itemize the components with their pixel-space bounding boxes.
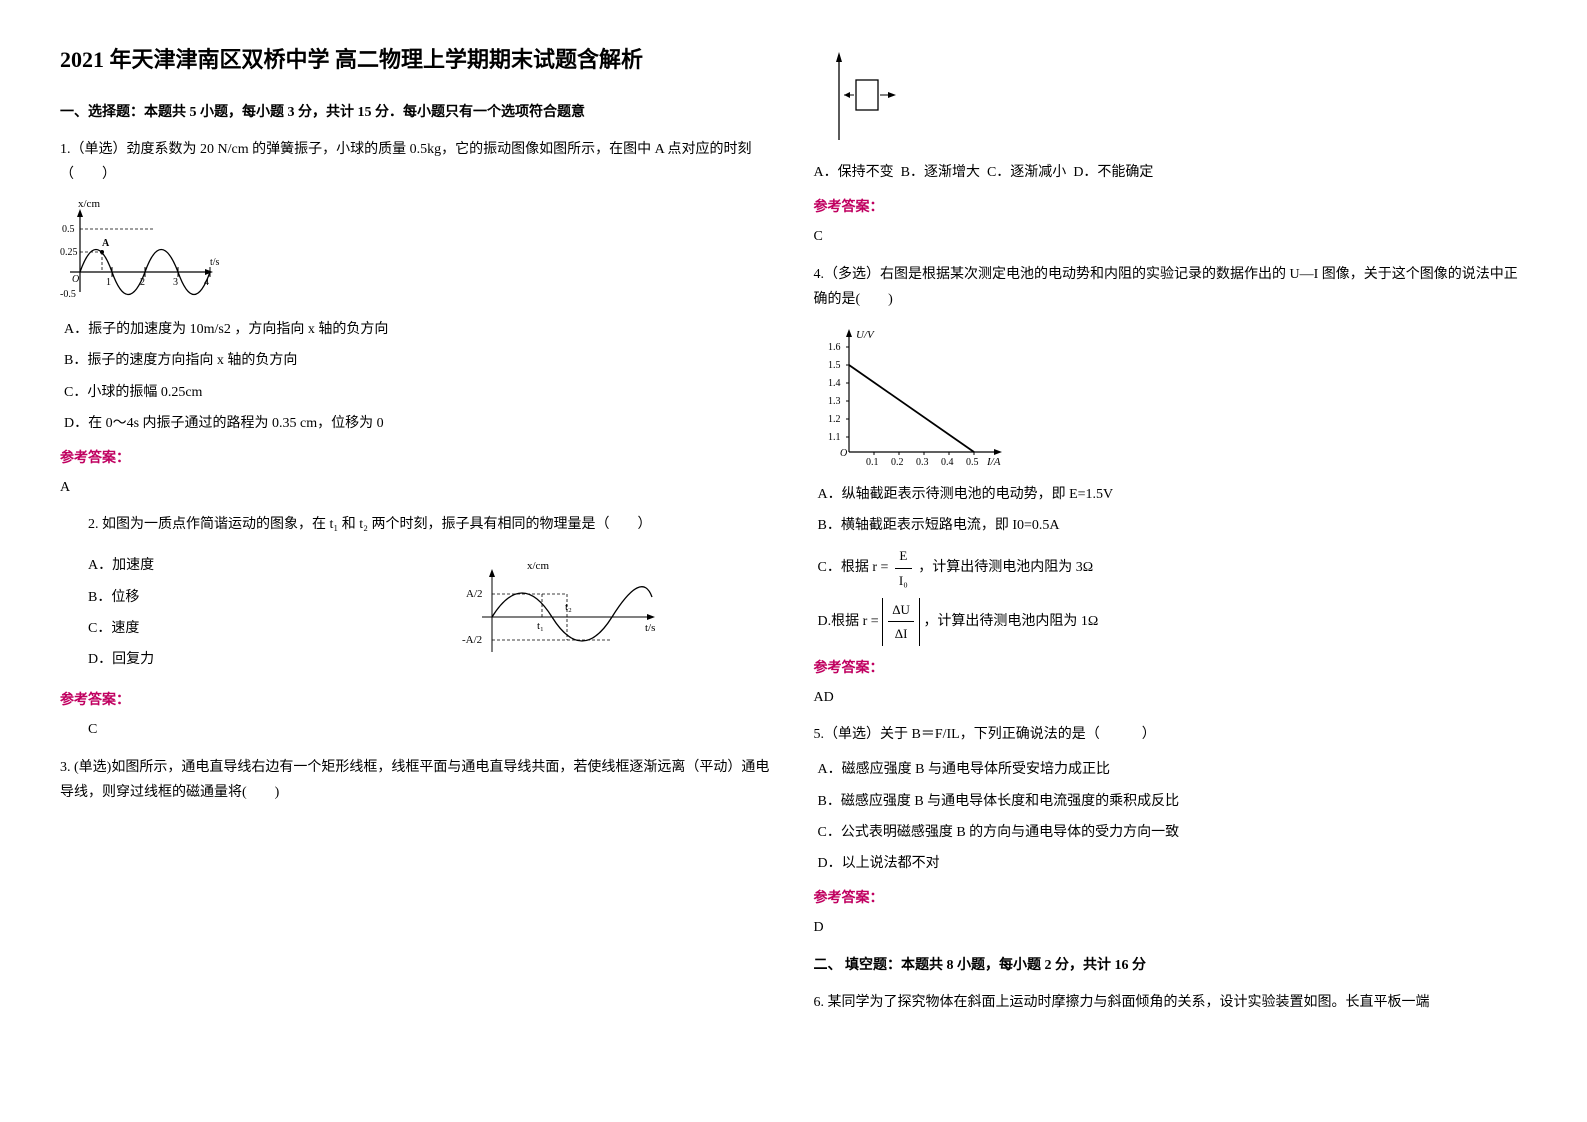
- q4-optA: A．纵轴截距表示待测电池的电动势，即 E=1.5V: [818, 482, 1528, 507]
- svg-text:0.5: 0.5: [966, 457, 979, 468]
- q4-optD: D.根据 r = ΔU ΔI ，计算出待测电池内阻为 1Ω: [818, 598, 1528, 646]
- q5-optB: B．磁感应强度 B 与通电导体长度和电流强度的乘积成反比: [818, 789, 1528, 814]
- svg-text:-A/2: -A/2: [462, 634, 482, 646]
- q4-optC-suffix: ，计算出待测电池内阻为 3Ω: [918, 560, 1093, 575]
- svg-text:0.2: 0.2: [891, 457, 904, 468]
- q2-chart: x/cm A/2 -A/2 t₁ t₂ t/s: [452, 557, 773, 667]
- q4-optC-prefix: C．根据: [818, 560, 869, 575]
- svg-text:1.2: 1.2: [828, 414, 841, 425]
- q1-chart: x/cm 0.5 0.25 O -0.5 1 2 3 4 A t/s: [60, 197, 774, 307]
- svg-text:A/2: A/2: [466, 588, 483, 600]
- svg-text:t/s: t/s: [210, 257, 220, 268]
- svg-text:1: 1: [106, 277, 111, 288]
- q4-optD-frac: ΔU ΔI: [888, 598, 914, 646]
- q3-answer-label: 参考答案：: [814, 195, 1528, 220]
- svg-text:1.6: 1.6: [828, 342, 841, 353]
- section1-heading: 一、选择题：本题共 5 小题，每小题 3 分，共计 15 分．每小题只有一个选项…: [60, 100, 774, 125]
- q4-optD-den: ΔI: [888, 622, 914, 645]
- svg-text:4: 4: [204, 277, 209, 288]
- svg-text:2: 2: [140, 277, 145, 288]
- q1-optC: C．小球的振幅 0.25cm: [64, 380, 774, 405]
- svg-text:0.3: 0.3: [916, 457, 929, 468]
- q4-r-eq2: r =: [863, 614, 879, 629]
- q4-optD-num: ΔU: [888, 598, 914, 622]
- q5-optD: D．以上说法都不对: [818, 851, 1528, 876]
- q1-answer: A: [60, 475, 774, 500]
- svg-text:1.4: 1.4: [828, 378, 841, 389]
- q4-r-eq: r =: [872, 560, 888, 575]
- svg-text:3: 3: [173, 277, 178, 288]
- svg-text:1.1: 1.1: [828, 432, 841, 443]
- q3-optA: A．保持不变: [814, 165, 894, 180]
- section2-heading: 二、 填空题：本题共 8 小题，每小题 2 分，共计 16 分: [814, 953, 1528, 978]
- q2-optA: A．加速度: [88, 553, 452, 578]
- q2-answer: C: [88, 717, 774, 742]
- q4-optD-prefix: D.根据: [818, 614, 860, 629]
- svg-text:O: O: [840, 448, 847, 459]
- q1-optA: A．振子的加速度为 10m/s2 ，方向指向 x 轴的负方向: [64, 317, 774, 342]
- q4-answer: AD: [814, 685, 1528, 710]
- q1-optD: D．在 0～4s 内振子通过的路程为 0.35 cm，位移为 0: [64, 411, 774, 436]
- svg-text:0.25: 0.25: [60, 247, 78, 258]
- page-title: 2021 年天津津南区双桥中学 高二物理上学期期末试题含解析: [60, 40, 774, 80]
- svg-text:O: O: [72, 274, 79, 285]
- q4-optD-abs: ΔU ΔI: [882, 598, 920, 646]
- q4-optB: B．横轴截距表示短路电流，即 I0=0.5A: [818, 513, 1528, 538]
- q5-answer-label: 参考答案：: [814, 886, 1528, 911]
- q5-optC: C．公式表明磁感强度 B 的方向与通电导体的受力方向一致: [818, 820, 1528, 845]
- q5-optA: A．磁感应强度 B 与通电导体所受安培力成正比: [818, 757, 1528, 782]
- q2-answer-label: 参考答案：: [60, 688, 774, 713]
- q4-optD-suffix: ，计算出待测电池内阻为 1Ω: [923, 614, 1098, 629]
- svg-text:t₂: t₂: [565, 601, 572, 613]
- q2-optB: B．位移: [88, 585, 452, 610]
- q4-optC-den: I₀: [895, 569, 912, 592]
- svg-text:I/A: I/A: [986, 456, 1001, 468]
- q4-optC: C．根据 r = E I₀ ，计算出待测电池内阻为 3Ω: [818, 544, 1528, 592]
- q2-optD: D．回复力: [88, 647, 452, 672]
- q3-optC: C．逐渐减小: [987, 165, 1066, 180]
- svg-text:t₁: t₁: [537, 620, 544, 632]
- q4-stem: 4.（多选）右图是根据某次测定电池的电动势和内阻的实验记录的数据作出的 U—I …: [814, 262, 1528, 312]
- q3-answer: C: [814, 224, 1528, 249]
- q6-stem: 6. 某同学为了探究物体在斜面上运动时摩擦力与斜面倾角的关系，设计实验装置如图。…: [814, 990, 1528, 1015]
- svg-text:0.4: 0.4: [941, 457, 954, 468]
- svg-text:x/cm: x/cm: [78, 198, 100, 210]
- svg-text:U/V: U/V: [856, 329, 875, 341]
- q3-optB: B．逐渐增大: [901, 165, 980, 180]
- q4-optC-num: E: [895, 544, 912, 568]
- svg-text:1.3: 1.3: [828, 396, 841, 407]
- q1-optB: B．振子的速度方向指向 x 轴的负方向: [64, 348, 774, 373]
- svg-text:0.5: 0.5: [62, 224, 75, 235]
- q4-answer-label: 参考答案：: [814, 656, 1528, 681]
- svg-text:A: A: [102, 238, 110, 249]
- svg-text:t/s: t/s: [645, 622, 655, 634]
- q5-answer: D: [814, 915, 1528, 940]
- q1-answer-label: 参考答案：: [60, 446, 774, 471]
- q3-stem: 3. (单选)如图所示，通电直导线右边有一个矩形线框，线框平面与通电直导线共面，…: [60, 755, 774, 805]
- q2-optC: C．速度: [88, 616, 452, 641]
- q3-options: A．保持不变 B．逐渐增大 C．逐渐减小 D．不能确定: [814, 160, 1528, 185]
- q1-stem: 1.（单选）劲度系数为 20 N/cm 的弹簧振子，小球的质量 0.5kg，它的…: [60, 137, 774, 187]
- q4-chart: U/V I/A O 1.6 1.5 1.4 1.3 1.2 1.1 0.1 0.…: [814, 322, 1528, 472]
- svg-text:x/cm: x/cm: [527, 560, 549, 572]
- q3-optD: D．不能确定: [1073, 165, 1153, 180]
- q2-stem: 2. 如图为一质点作简谐运动的图象，在 t₁ 和 t₂ 两个时刻，振子具有相同的…: [88, 512, 774, 537]
- svg-text:1.5: 1.5: [828, 360, 841, 371]
- svg-text:-0.5: -0.5: [60, 289, 76, 300]
- q3-diagram: [814, 50, 1528, 150]
- svg-text:0.1: 0.1: [866, 457, 879, 468]
- q5-stem: 5.（单选）关于 B＝F/IL，下列正确说法的是（ ）: [814, 722, 1528, 747]
- q4-optC-frac: E I₀: [895, 544, 912, 592]
